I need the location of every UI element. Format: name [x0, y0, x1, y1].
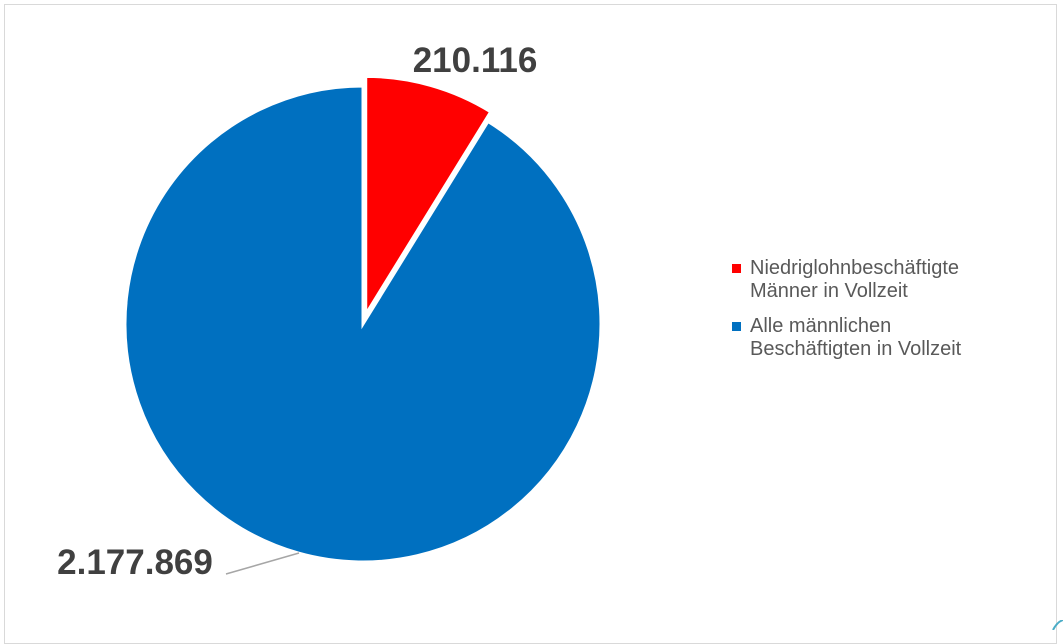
legend-label: Alle männlichen Beschäftigten in Vollzei…	[750, 315, 962, 360]
corner-decoration-icon	[1052, 620, 1063, 630]
legend-item-niedriglohn[interactable]: Niedriglohnbeschäftigte Männer in Vollze…	[732, 257, 1052, 303]
pie-slice-1	[123, 84, 603, 564]
legend-swatch-red	[732, 264, 741, 273]
leader-line	[225, 552, 300, 575]
legend-swatch-blue	[732, 322, 741, 331]
data-label-alle: 2.177.869	[57, 543, 213, 582]
legend: Niedriglohnbeschäftigte Männer in Vollze…	[732, 257, 1052, 373]
pie-slice-0	[364, 74, 493, 320]
legend-label: Niedriglohnbeschäftigte Männer in Vollze…	[750, 257, 960, 302]
pie-slices	[123, 74, 603, 564]
data-label-niedriglohn: 210.116	[413, 41, 538, 80]
legend-item-alle[interactable]: Alle männlichen Beschäftigten in Vollzei…	[732, 315, 1052, 361]
pie-chart: 210.116 2.177.869	[57, 41, 603, 582]
